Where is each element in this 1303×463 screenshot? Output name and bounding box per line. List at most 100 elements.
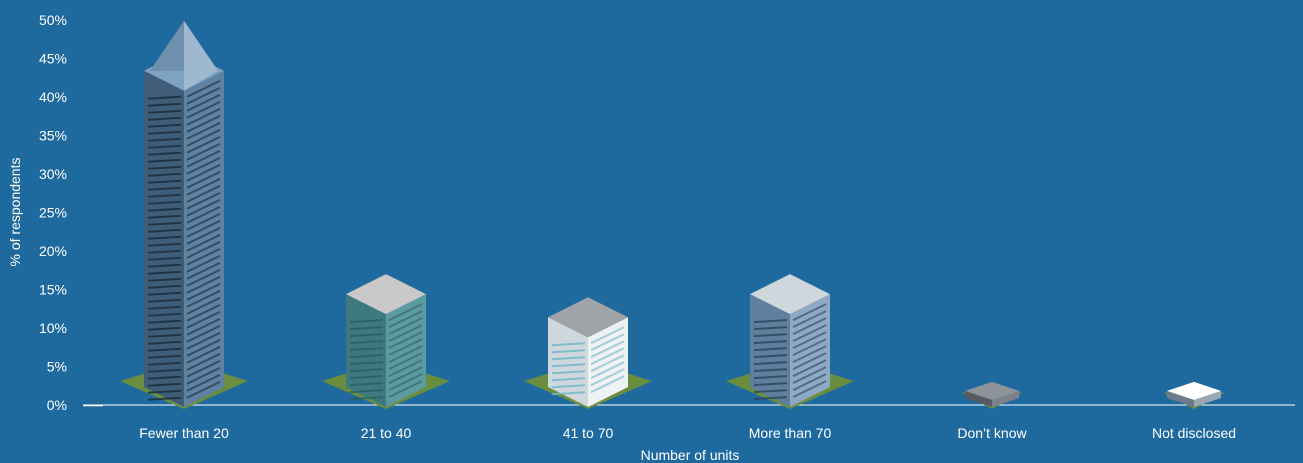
window-row bbox=[186, 275, 221, 294]
window-row bbox=[388, 373, 423, 391]
window-row bbox=[186, 366, 221, 385]
window-row bbox=[147, 123, 182, 128]
window-row bbox=[792, 359, 827, 377]
window-row bbox=[186, 352, 221, 371]
window-row bbox=[388, 338, 423, 356]
window-row bbox=[147, 375, 182, 380]
window-row bbox=[147, 200, 182, 205]
window-row bbox=[792, 303, 827, 321]
window-row bbox=[147, 319, 182, 324]
y-tick-label: 45% bbox=[39, 51, 67, 67]
bars bbox=[120, 20, 1224, 409]
window-row bbox=[147, 235, 182, 240]
window-row bbox=[147, 102, 182, 107]
window-row bbox=[349, 347, 384, 352]
window-row bbox=[753, 389, 788, 394]
office-tower-icon bbox=[726, 274, 854, 409]
window-row bbox=[792, 345, 827, 363]
window-row bbox=[753, 354, 788, 359]
x-tick-label: 41 to 70 bbox=[563, 425, 614, 441]
window-row bbox=[186, 121, 221, 140]
window-row bbox=[147, 340, 182, 345]
window-row bbox=[186, 93, 221, 112]
window-row bbox=[388, 324, 423, 342]
window-row bbox=[388, 331, 423, 349]
y-tick-label: 20% bbox=[39, 243, 67, 259]
window-row bbox=[186, 282, 221, 301]
bar-roof bbox=[750, 274, 830, 315]
window-row bbox=[388, 366, 423, 384]
bar-roof bbox=[548, 297, 628, 338]
small-house-icon bbox=[1164, 381, 1224, 409]
window-row bbox=[186, 331, 221, 350]
window-row bbox=[147, 312, 182, 317]
window-row bbox=[792, 317, 827, 335]
window-row bbox=[147, 396, 182, 401]
window-row bbox=[551, 391, 586, 396]
window-row bbox=[590, 347, 625, 366]
window-row bbox=[186, 310, 221, 329]
bar-side bbox=[184, 70, 224, 408]
x-axis-title: Number of units bbox=[641, 447, 740, 463]
window-row bbox=[792, 366, 827, 384]
window-row bbox=[147, 137, 182, 142]
window-row bbox=[590, 354, 625, 373]
window-row bbox=[186, 86, 221, 105]
window-row bbox=[551, 349, 586, 354]
window-row bbox=[753, 375, 788, 380]
window-row bbox=[147, 354, 182, 359]
y-axis-title: % of respondents bbox=[7, 158, 23, 267]
window-row bbox=[551, 370, 586, 375]
window-row bbox=[186, 268, 221, 287]
window-row bbox=[186, 184, 221, 203]
y-tick-label: 40% bbox=[39, 89, 67, 105]
window-row bbox=[147, 389, 182, 394]
window-row bbox=[388, 310, 423, 328]
window-row bbox=[147, 172, 182, 177]
x-tick-labels: Fewer than 20 21 to 40 41 to 70 More than 7… bbox=[139, 425, 1236, 441]
window-row bbox=[186, 163, 221, 182]
window-row bbox=[147, 298, 182, 303]
window-row bbox=[349, 389, 384, 394]
window-row bbox=[147, 263, 182, 268]
window-row bbox=[792, 352, 827, 370]
window-row bbox=[186, 289, 221, 308]
bar-roof bbox=[346, 274, 426, 315]
bar-roof bbox=[1167, 381, 1221, 400]
window-row bbox=[186, 254, 221, 273]
bar bbox=[1167, 390, 1194, 407]
window-row bbox=[349, 396, 384, 401]
window-row bbox=[753, 340, 788, 345]
window-row bbox=[147, 165, 182, 170]
window-row bbox=[186, 226, 221, 245]
window-row bbox=[147, 361, 182, 366]
window-row bbox=[349, 333, 384, 338]
window-row bbox=[349, 354, 384, 359]
y-tick-label: 15% bbox=[39, 282, 67, 298]
window-row bbox=[186, 191, 221, 210]
window-row bbox=[186, 149, 221, 168]
window-row bbox=[349, 375, 384, 380]
y-tick-label: 0% bbox=[47, 397, 67, 413]
window-row bbox=[186, 79, 221, 98]
window-row bbox=[186, 135, 221, 154]
y-tick-labels: 0% 5% 10% 15% 20% 25% 30% 35% 40% 45% 50% bbox=[39, 12, 67, 413]
bar bbox=[965, 390, 992, 407]
window-row bbox=[792, 373, 827, 391]
window-row bbox=[590, 333, 625, 352]
window-row bbox=[147, 151, 182, 156]
window-row bbox=[590, 375, 625, 394]
window-row bbox=[147, 158, 182, 163]
y-tick-label: 10% bbox=[39, 320, 67, 336]
y-tick-label: 5% bbox=[47, 359, 67, 375]
window-row bbox=[753, 396, 788, 401]
window-row bbox=[753, 382, 788, 387]
window-row bbox=[186, 100, 221, 119]
bar-roof bbox=[965, 381, 1019, 400]
window-row bbox=[186, 380, 221, 399]
window-row bbox=[551, 377, 586, 382]
window-row bbox=[186, 114, 221, 133]
axes bbox=[83, 404, 1295, 407]
